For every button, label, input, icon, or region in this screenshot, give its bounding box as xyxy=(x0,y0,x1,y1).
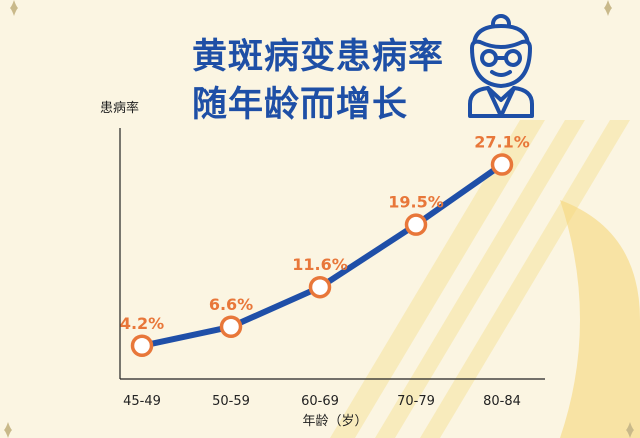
y-axis-label: 患病率 xyxy=(100,101,140,116)
chart-title-line-2: 随年龄而增长 xyxy=(192,85,409,125)
data-label: 19.5% xyxy=(388,193,444,212)
data-label: 27.1% xyxy=(474,133,530,152)
x-tick-label: 80-84 xyxy=(483,394,521,409)
data-point xyxy=(404,213,428,236)
data-label: 6.6% xyxy=(209,295,253,314)
data-label: 4.2% xyxy=(120,314,164,333)
data-label: 11.6% xyxy=(292,255,348,274)
sparkle-icon xyxy=(4,422,12,438)
data-point xyxy=(130,334,154,358)
x-axis-label: 年龄（岁） xyxy=(302,414,368,429)
x-tick-label: 60-69 xyxy=(301,394,339,409)
data-point xyxy=(219,315,243,339)
data-point xyxy=(490,153,514,176)
sparkle-icon xyxy=(626,422,634,438)
chart-title-line-1: 黄斑病变患病率 xyxy=(192,37,445,77)
x-tick-label: 45-49 xyxy=(123,394,161,409)
sparkle-icon xyxy=(10,0,18,16)
sparkle-icon xyxy=(604,0,612,16)
data-point xyxy=(308,275,332,299)
elderly-woman-icon xyxy=(468,14,534,118)
x-tick-label: 50-59 xyxy=(212,394,250,409)
x-tick-label: 70-79 xyxy=(397,394,435,409)
